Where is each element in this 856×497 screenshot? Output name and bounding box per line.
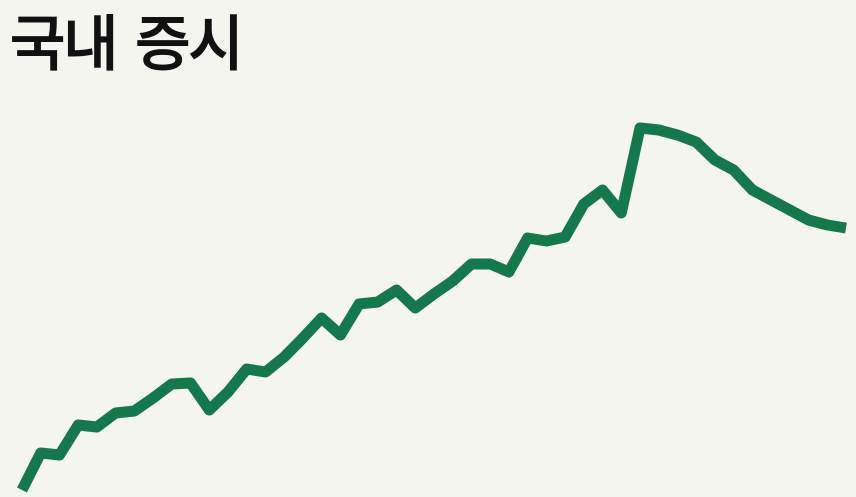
- series-line-0: [17, 122, 847, 493]
- chart-title: 국내 증시: [10, 10, 244, 80]
